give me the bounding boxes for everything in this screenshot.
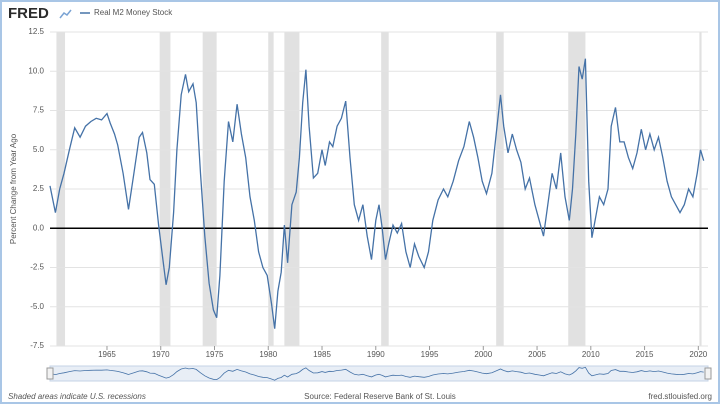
y-tick-label: 10.0: [28, 66, 44, 75]
x-tick-label: 2005: [528, 350, 546, 359]
x-tick-label: 1985: [313, 350, 331, 359]
navigator-handle: [46, 367, 54, 380]
y-tick-label: 7.5: [33, 106, 45, 115]
x-tick-label: 1975: [206, 350, 224, 359]
y-tick-label: -7.5: [30, 341, 44, 350]
x-tick-label: 1995: [421, 350, 439, 359]
y-tick-label: 0.0: [33, 223, 45, 232]
navigator-line: [49, 366, 704, 381]
note: Shaded areas indicate U.S. recessions: [8, 392, 146, 401]
x-tick-label: 2000: [474, 350, 492, 359]
y-tick-label: 5.0: [33, 145, 45, 154]
x-tick-label: 2015: [636, 350, 654, 359]
x-tick-label: 1970: [152, 350, 170, 359]
x-tick-label: 1990: [367, 350, 385, 359]
y-tick-label: 2.5: [33, 184, 45, 193]
legend-label: Real M2 Money Stock: [94, 8, 173, 17]
x-tick-label: 1965: [98, 350, 116, 359]
site: fred.stlouisfed.org: [648, 392, 712, 401]
source: Source: Federal Reserve Bank of St. Loui…: [304, 392, 456, 401]
navigator: [49, 365, 709, 382]
y-tick-label: 12.5: [28, 27, 44, 36]
logo-icon: [59, 9, 72, 19]
x-tick-label: 1980: [259, 350, 277, 359]
y-axis-label: Percent Change from Year Ago: [9, 133, 18, 244]
x-tick-label: 2020: [689, 350, 707, 359]
y-tick-label: -5.0: [30, 302, 44, 311]
navigator-handle: [704, 367, 712, 380]
logo: FRED: [8, 5, 49, 22]
x-tick-label: 2010: [582, 350, 600, 359]
y-tick-label: -2.5: [30, 263, 44, 272]
line: [49, 58, 705, 329]
